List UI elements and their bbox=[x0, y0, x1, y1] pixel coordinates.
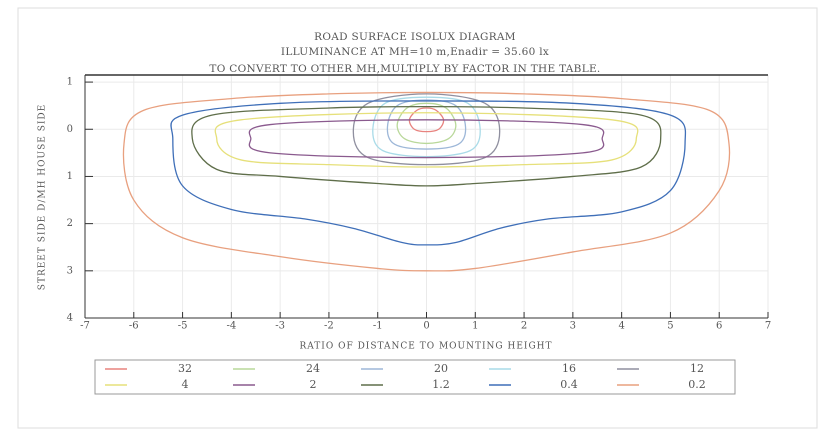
contour-line bbox=[122, 91, 731, 272]
y-tick-label: 4 bbox=[67, 313, 73, 324]
y-axis-label: STREET SIDE D/MH HOUSE SIDE bbox=[38, 104, 48, 290]
legend-label: 24 bbox=[306, 362, 320, 375]
legend-label: 20 bbox=[434, 362, 448, 375]
frame bbox=[17, 7, 818, 429]
y-tick-label: 3 bbox=[67, 265, 73, 276]
legend-label: 32 bbox=[178, 362, 192, 375]
x-tick-label: -7 bbox=[80, 321, 90, 332]
legend-label: 0.2 bbox=[688, 378, 706, 391]
contour-line bbox=[170, 100, 687, 246]
y-tick-label: 0 bbox=[67, 124, 73, 135]
x-tick-label: 3 bbox=[570, 321, 576, 332]
chart-note: TO CONVERT TO OTHER MH,MULTIPLY BY FACTO… bbox=[209, 63, 600, 75]
x-tick-label: 1 bbox=[472, 321, 478, 332]
x-tick-label: -1 bbox=[373, 321, 383, 332]
x-tick-label: 6 bbox=[716, 321, 722, 332]
legend-label: 4 bbox=[182, 378, 189, 391]
y-tick-label: 1 bbox=[67, 171, 73, 182]
contour-line bbox=[214, 112, 639, 168]
legend-label: 0.4 bbox=[560, 378, 578, 391]
x-tick-label: -3 bbox=[275, 321, 285, 332]
x-axis-label: RATIO OF DISTANCE TO MOUNTING HEIGHT bbox=[300, 342, 553, 352]
contour-line bbox=[191, 105, 662, 187]
legend-box bbox=[94, 359, 736, 395]
x-tick-label: 0 bbox=[423, 321, 429, 332]
legend-label: 2 bbox=[310, 378, 317, 391]
contour-line bbox=[352, 93, 501, 166]
x-tick-label: -2 bbox=[324, 321, 334, 332]
x-tick-label: 4 bbox=[618, 321, 624, 332]
x-tick-label: -6 bbox=[129, 321, 139, 332]
legend-label: 12 bbox=[690, 362, 704, 375]
x-tick-label: -4 bbox=[226, 321, 236, 332]
x-tick-label: 5 bbox=[667, 321, 673, 332]
legend-label: 1.2 bbox=[432, 378, 450, 391]
x-tick-label: 7 bbox=[765, 321, 771, 332]
chart-subtitle: ILLUMINANCE AT MH=10 m,Enadir = 35.60 lx bbox=[281, 46, 549, 58]
contour-line bbox=[248, 119, 605, 159]
y-tick-label: 1 bbox=[67, 77, 73, 88]
x-tick-label: -5 bbox=[178, 321, 188, 332]
contour-line bbox=[386, 99, 467, 150]
x-tick-label: 2 bbox=[521, 321, 527, 332]
contour-line bbox=[372, 96, 481, 158]
legend-label: 16 bbox=[562, 362, 576, 375]
y-tick-label: 2 bbox=[67, 218, 73, 229]
chart-title: ROAD SURFACE ISOLUX DIAGRAM bbox=[314, 31, 516, 43]
contour-line bbox=[396, 102, 457, 145]
